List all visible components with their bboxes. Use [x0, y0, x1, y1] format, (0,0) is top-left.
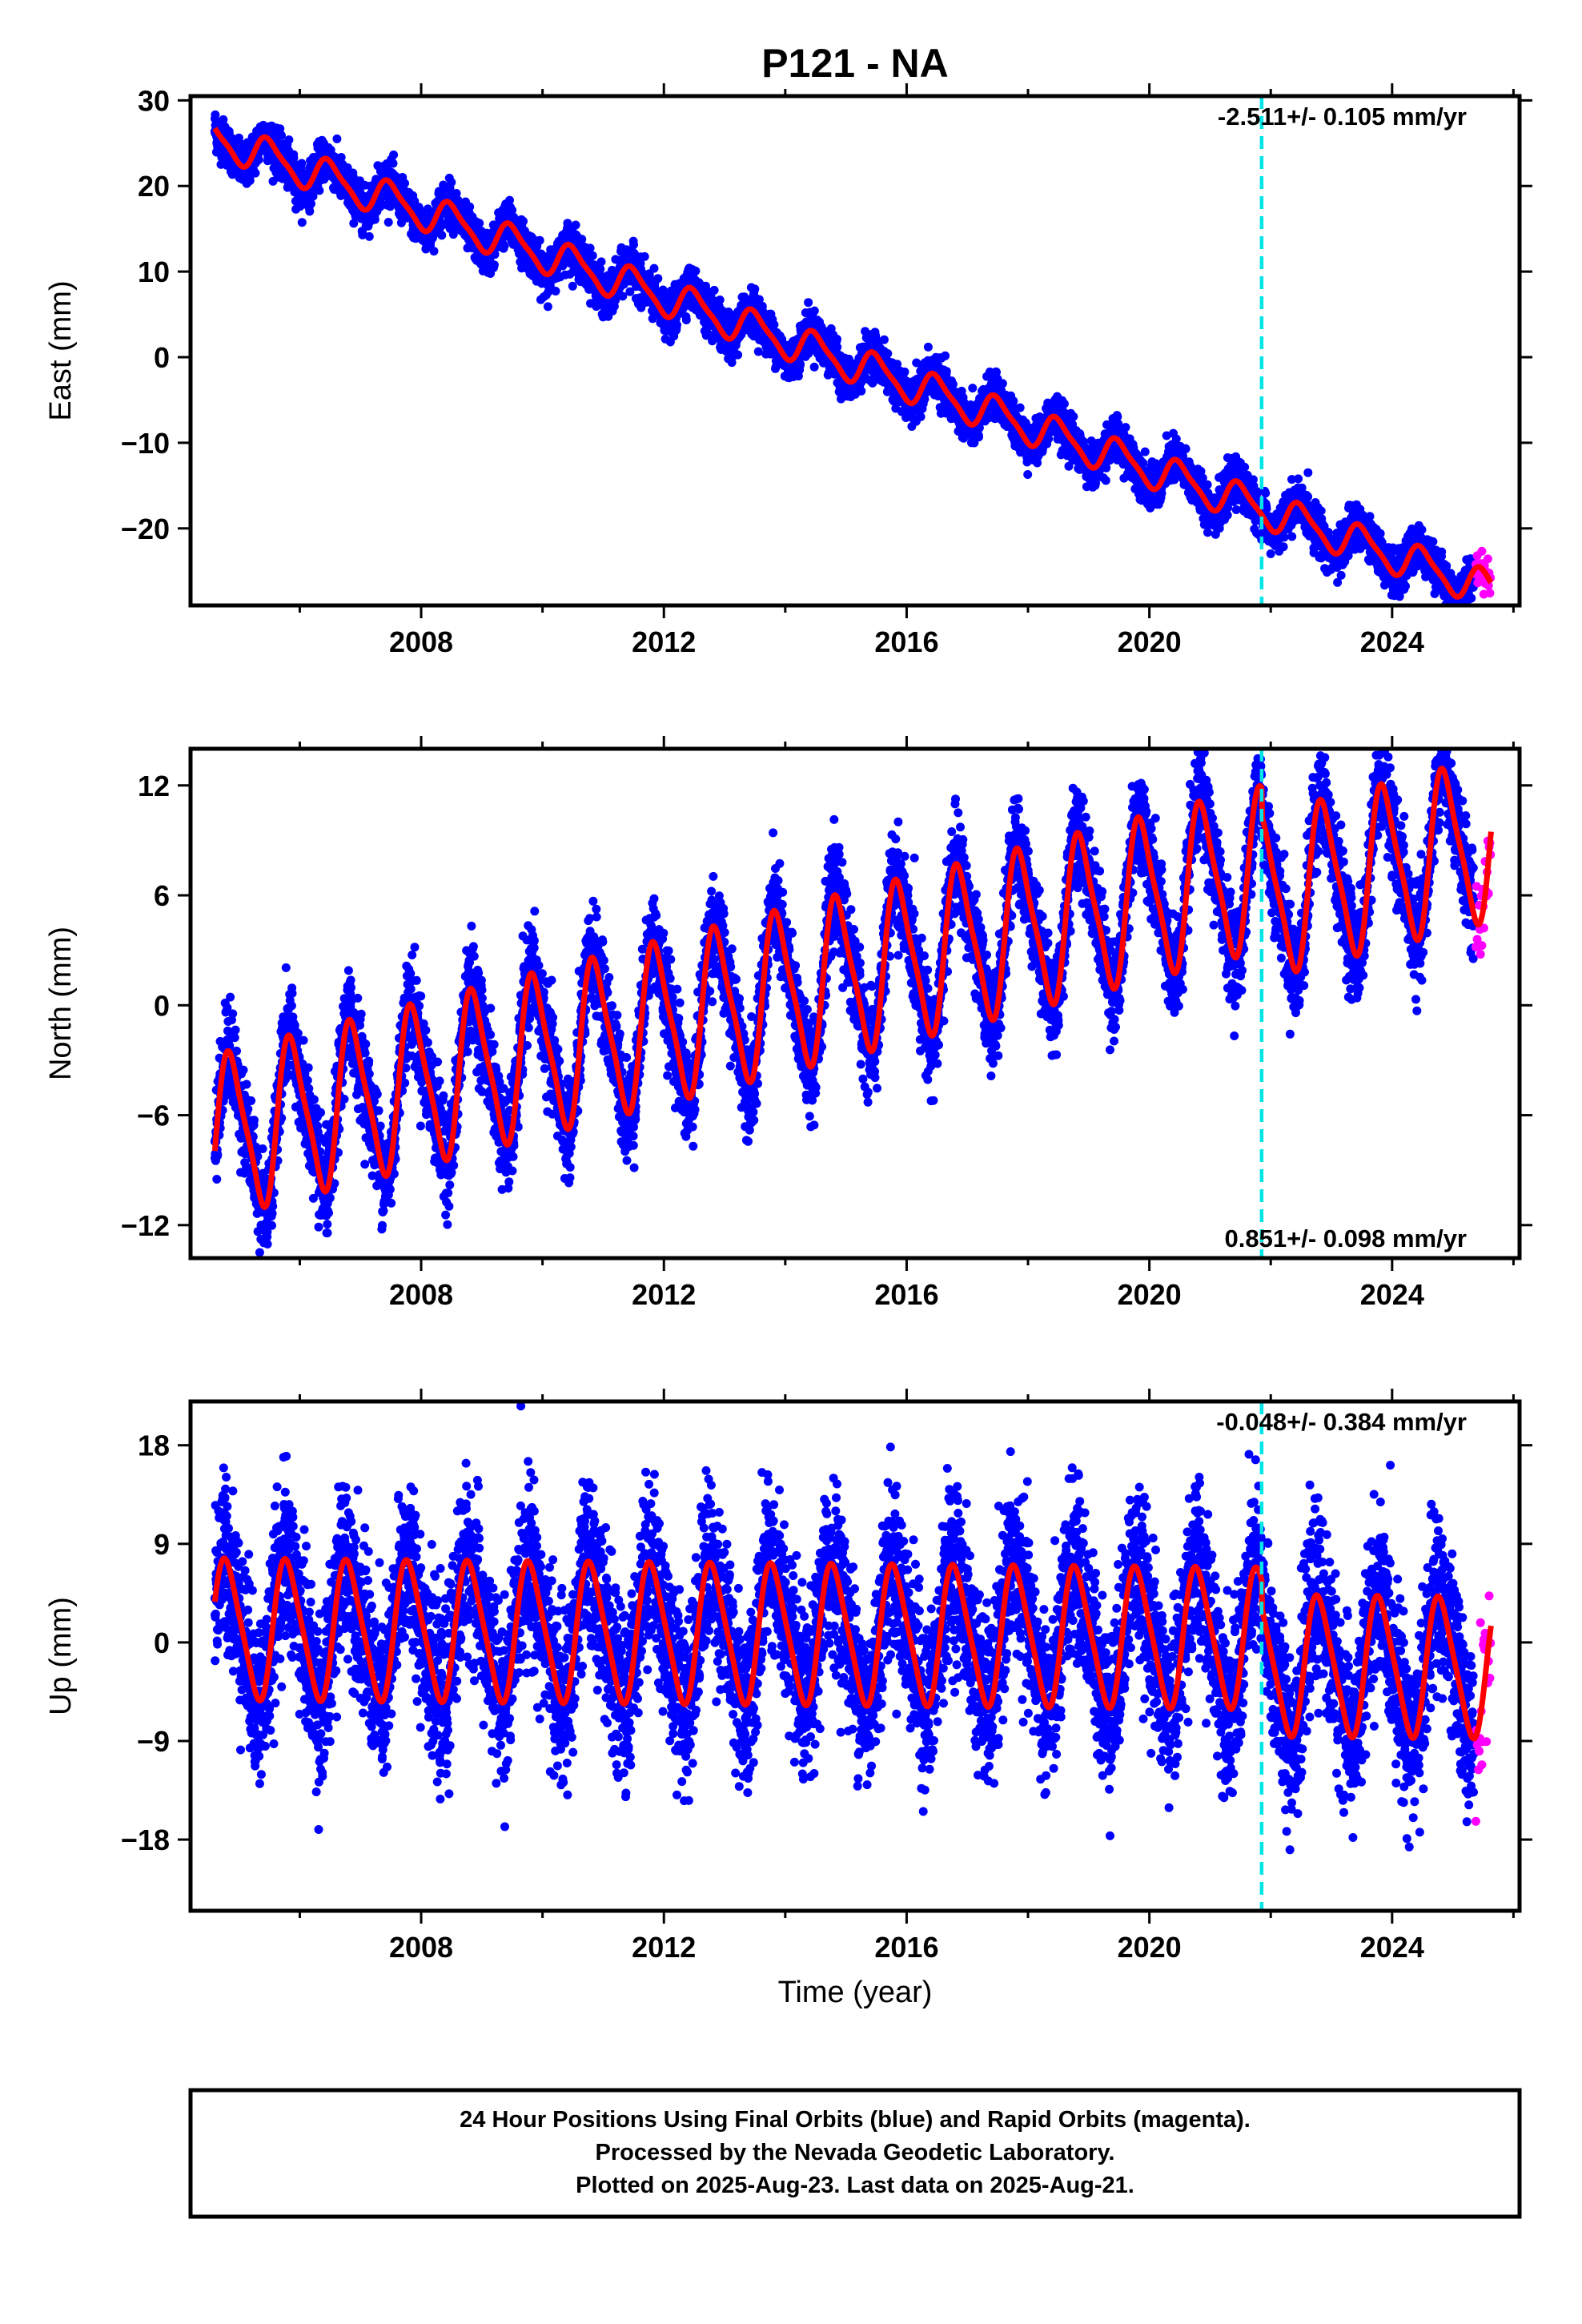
final-orbit-point: [709, 285, 719, 295]
final-orbit-point: [750, 284, 760, 294]
final-orbit-point: [349, 219, 359, 228]
final-orbit-point: [336, 153, 346, 162]
final-orbit-point: [364, 231, 374, 241]
final-orbit-point: [289, 153, 299, 163]
final-orbit-point: [942, 367, 951, 376]
final-orbit-point: [429, 247, 439, 256]
final-orbit-point: [437, 231, 447, 240]
final-orbit-point: [618, 292, 628, 301]
final-orbit-point: [733, 350, 743, 360]
final-orbit-point: [551, 287, 560, 296]
final-orbit-point: [251, 168, 260, 178]
final-orbit-point: [629, 240, 638, 249]
final-orbit-point: [948, 380, 958, 389]
figure-title: P121 - NA: [761, 41, 948, 86]
final-orbit-point: [475, 219, 484, 228]
final-orbit-point: [879, 335, 889, 344]
final-orbit-point: [305, 207, 315, 216]
final-orbit-point: [500, 241, 509, 251]
final-orbit-point: [388, 159, 398, 168]
final-orbit-point: [452, 189, 461, 198]
final-orbit-point: [596, 257, 606, 267]
final-orbit-point: [796, 360, 805, 369]
final-orbit-point: [284, 135, 294, 145]
final-orbit-point: [585, 243, 595, 253]
final-orbit-point: [370, 215, 379, 224]
final-orbit-point: [923, 342, 933, 352]
final-orbit-point: [211, 110, 220, 119]
final-orbit-point: [307, 199, 315, 208]
final-orbit-point: [277, 131, 286, 140]
final-orbit-point: [998, 379, 1007, 388]
final-orbit-point: [383, 218, 393, 227]
final-orbit-point: [489, 260, 499, 270]
final-orbit-point: [254, 155, 263, 164]
final-orbit-point: [916, 412, 926, 421]
final-orbit-point: [315, 186, 324, 195]
final-orbit-point: [389, 150, 399, 159]
final-orbit-point: [941, 351, 950, 360]
final-orbit-point: [673, 320, 681, 330]
final-orbit-point: [519, 216, 528, 226]
final-orbit-point: [588, 251, 597, 260]
final-orbit-point: [804, 298, 813, 308]
final-orbit-point: [809, 306, 819, 316]
final-orbit-point: [900, 367, 909, 376]
final-orbit-point: [833, 335, 841, 344]
final-orbit-point: [571, 220, 580, 230]
final-orbit-point: [275, 124, 285, 134]
final-orbit-point: [568, 281, 577, 291]
final-orbit-point: [968, 384, 978, 393]
final-orbit-point: [649, 263, 659, 273]
final-orbit-points: [210, 110, 1479, 605]
final-orbit-point: [691, 266, 701, 275]
final-orbit-point: [332, 134, 342, 143]
final-orbit-point: [753, 347, 763, 356]
final-orbit-point: [1009, 396, 1018, 406]
final-orbit-point: [857, 386, 866, 396]
final-orbit-point: [297, 159, 307, 168]
final-orbit-point: [833, 342, 842, 352]
final-orbit-point: [543, 302, 552, 312]
final-orbit-point: [1023, 470, 1033, 479]
final-orbit-point: [465, 202, 475, 211]
final-orbit-point: [809, 362, 819, 372]
final-orbit-point: [715, 296, 725, 304]
final-orbit-point: [400, 179, 409, 188]
final-orbit-point: [974, 432, 983, 442]
final-orbit-point: [219, 115, 228, 124]
final-orbit-point: [1015, 403, 1025, 412]
final-orbit-point: [535, 235, 544, 245]
final-orbit-point: [297, 218, 307, 227]
final-orbit-point: [653, 274, 663, 283]
final-orbit-point: [883, 349, 893, 358]
final-orbit-point: [358, 230, 367, 239]
final-orbit-point: [681, 316, 691, 324]
final-orbit-point: [447, 178, 456, 187]
final-orbit-point: [640, 251, 649, 261]
